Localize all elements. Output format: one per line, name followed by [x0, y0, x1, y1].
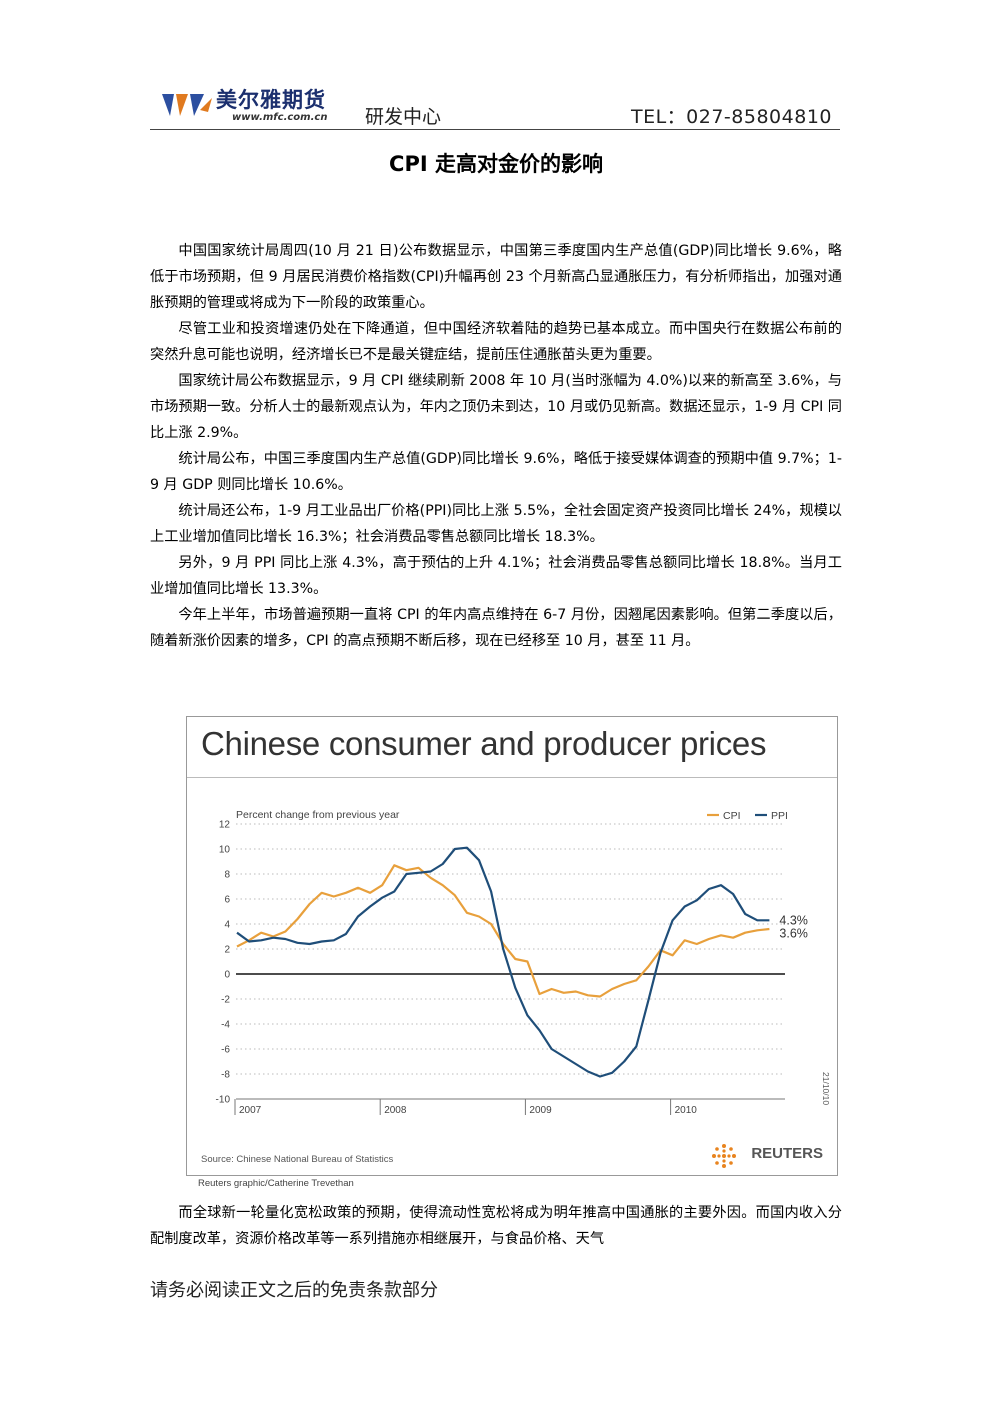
- paragraph: 国家统计局公布数据显示，9 月 CPI 继续刷新 2008 年 10 月(当时涨…: [150, 373, 842, 441]
- paragraph: 另外，9 月 PPI 同比上涨 4.3%，高于预估的上升 4.1%；社会消费品零…: [150, 555, 842, 597]
- y-tick-label: 0: [224, 970, 230, 981]
- x-tick-label: 2010: [675, 1105, 698, 1116]
- y-tick-label: 8: [224, 870, 230, 881]
- chart-source: Source: Chinese National Bureau of Stati…: [201, 1154, 394, 1165]
- x-tick-label: 2009: [529, 1105, 552, 1116]
- end-label-cpi: 3.6%: [779, 926, 808, 940]
- department-label: 研发中心: [365, 106, 442, 128]
- brand-website: www.mfc.com.cn: [232, 112, 328, 123]
- disclaimer-note: 请务必阅读正文之后的免责条款部分: [150, 1280, 438, 1301]
- y-tick-label: -4: [221, 1020, 230, 1031]
- article-body: 中国国家统计局周四(10 月 21 日)公布数据显示，中国第三季度国内生产总值(…: [150, 238, 842, 654]
- end-label-ppi: 4.3%: [779, 913, 808, 927]
- paragraph: 今年上半年，市场普遍预期一直将 CPI 的年内高点维持在 6-7 月份，因翘尾因…: [150, 607, 842, 649]
- paragraph: 尽管工业和投资增速仍处在下降通道，但中国经济软着陆的趋势已基本成立。而中国央行在…: [150, 321, 842, 363]
- y-tick-label: 4: [224, 920, 230, 931]
- chart-title: Chinese consumer and producer prices: [201, 725, 767, 762]
- chart-title-divider: [187, 777, 837, 778]
- reuters-wordmark: REUTERS: [751, 1145, 823, 1162]
- y-tick-label: 6: [224, 895, 230, 906]
- y-tick-label: 12: [219, 820, 231, 831]
- x-tick-label: 2008: [384, 1105, 407, 1116]
- y-tick-label: -8: [221, 1070, 230, 1081]
- x-tick-label: 2007: [239, 1105, 262, 1116]
- paragraph: 而全球新一轮量化宽松政策的预期，使得流动性宽松将成为明年推高中国通胀的主要外因。…: [150, 1205, 842, 1247]
- y-tick-label: 2: [224, 945, 230, 956]
- y-tick-label: -6: [221, 1045, 230, 1056]
- page-header: 美尔雅期货 www.mfc.com.cn 研发中心 TEL：027-858048…: [150, 78, 840, 130]
- y-tick-label: 10: [219, 845, 231, 856]
- chart-credit: Reuters graphic/Catherine Trevethan: [198, 1178, 354, 1189]
- y-tick-label: -2: [221, 995, 230, 1006]
- line-chart: Percent change from previous year 12 10 8 6 4…: [216, 809, 831, 1116]
- chart-subtitle: Percent change from previous year: [236, 809, 400, 821]
- company-logo: 美尔雅期货 www.mfc.com.cn: [160, 82, 360, 126]
- chart-date-stamp: 21/10/10: [821, 1072, 831, 1105]
- series-line-cpi: [236, 864, 770, 998]
- paragraph: 统计局公布，中国三季度国内生产总值(GDP)同比增长 9.6%，略低于接受媒体调…: [150, 451, 842, 493]
- article-body-continued: 而全球新一轮量化宽松政策的预期，使得流动性宽松将成为明年推高中国通胀的主要外因。…: [150, 1200, 842, 1252]
- series-line-ppi: [236, 846, 770, 1078]
- reuters-logo-icon: [712, 1144, 736, 1168]
- y-tick-label: -10: [216, 1095, 231, 1106]
- brand-name: 美尔雅期货: [216, 88, 326, 112]
- legend-label-ppi: PPI: [771, 810, 788, 822]
- article-title: CPI 走高对金价的影响: [389, 152, 603, 176]
- header-divider: [150, 129, 840, 130]
- paragraph: 统计局还公布，1-9 月工业品出厂价格(PPI)同比上涨 5.5%，全社会固定资…: [150, 503, 842, 545]
- legend-label-cpi: CPI: [723, 810, 741, 822]
- chart-figure: Chinese consumer and producer prices Per…: [186, 716, 838, 1176]
- paragraph: 中国国家统计局周四(10 月 21 日)公布数据显示，中国第三季度国内生产总值(…: [150, 243, 842, 311]
- telephone: TEL：027-85804810: [630, 106, 832, 128]
- logo-mark-icon: [162, 94, 212, 116]
